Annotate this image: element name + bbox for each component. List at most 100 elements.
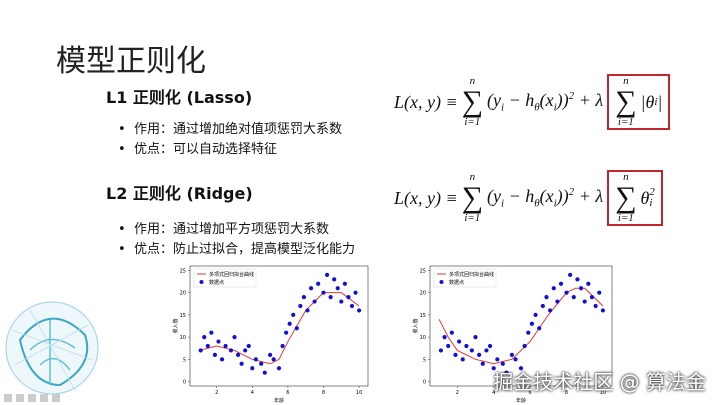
- data-point: [243, 348, 248, 353]
- x-tick-label: 6: [529, 390, 532, 396]
- data-point: [529, 321, 535, 326]
- highlight-box: n ∑ i=1 |θ i |: [607, 74, 671, 130]
- data-point: [253, 357, 258, 362]
- formula-part: n: [623, 171, 629, 183]
- y-axis-label: 收入值: [412, 318, 419, 333]
- bullet: • 优点：可以自动选择特征: [118, 142, 277, 157]
- data-point: [228, 348, 234, 353]
- data-point: [202, 335, 207, 340]
- y-tick-label: 10: [420, 335, 426, 341]
- formula-part: n: [469, 171, 476, 183]
- data-point: [259, 361, 264, 366]
- toolbar[interactable]: [0, 392, 90, 404]
- data-point: [246, 343, 251, 349]
- data-point: [346, 295, 351, 300]
- data-point: [473, 335, 478, 340]
- formula-part: i: [649, 197, 653, 209]
- y-tick-label: 5: [183, 357, 186, 363]
- y-tick-label: 25: [420, 268, 426, 274]
- data-point: [495, 357, 500, 362]
- section-heading: L1 正则化 (Lasso): [106, 88, 253, 107]
- x-tick-label: 8: [565, 390, 568, 396]
- data-point: [593, 303, 598, 309]
- y-tick-label: 15: [420, 313, 426, 319]
- formula-part: i: [501, 197, 505, 210]
- data-point: [294, 326, 299, 331]
- data-point: [509, 352, 514, 357]
- formula-part: )): [556, 186, 569, 207]
- formula: L(x, y) ≡ n ∑ i=1 (yi − hθ(xi))2 + λ n ∑ i=1…: [394, 170, 663, 226]
- bullet: • 优点：防止过拟合，提高模型泛化能力: [118, 242, 355, 257]
- data-point: [301, 295, 307, 300]
- bullet: • 作用：通过增加平方项惩罚大系数: [118, 222, 329, 237]
- data-point: [335, 286, 340, 291]
- formula-part: i: [553, 197, 557, 210]
- legend-swatch: [199, 280, 204, 284]
- watermark: 掘金技术社区 @ 算法金: [493, 370, 706, 394]
- data-point: [216, 339, 221, 344]
- data-point: [480, 361, 485, 366]
- formula-part: 2: [568, 186, 575, 199]
- data-point: [284, 330, 289, 335]
- y-tick-label: 5: [423, 357, 426, 363]
- formula-part: + λ: [578, 90, 604, 111]
- formula-part: )): [556, 90, 569, 111]
- data-point: [205, 343, 210, 349]
- y-tick-label: 20: [420, 291, 426, 297]
- formula-part: i: [553, 101, 557, 114]
- data-point: [442, 335, 447, 340]
- data-point: [446, 343, 451, 349]
- legend-label: 多项式回归拟合曲线: [449, 271, 494, 278]
- data-point: [316, 281, 321, 286]
- sum: n ∑ i=1: [462, 76, 483, 128]
- data-point: [268, 352, 273, 357]
- data-point: [533, 312, 538, 317]
- data-point: [469, 348, 474, 353]
- data-point: [558, 281, 564, 286]
- data-point: [276, 366, 282, 371]
- data-point: [551, 286, 556, 291]
- fit-curve: [198, 292, 360, 365]
- sum: n ∑ i=1: [462, 172, 483, 224]
- x-tick-label: 2: [215, 390, 218, 396]
- legend-label: 数据点: [209, 279, 224, 286]
- data-point: [223, 343, 228, 349]
- formula: L(x, y) ≡ n ∑ i=1 (yi − hθ(xi))2 + λ n ∑ i=1…: [394, 74, 671, 130]
- data-point: [564, 290, 569, 295]
- brain-graphic: [5, 301, 99, 395]
- data-point: [250, 366, 255, 371]
- x-tick-label: 4: [251, 390, 254, 396]
- formula-part: (x: [539, 186, 554, 207]
- x-tick-label: 8: [322, 390, 325, 396]
- data-point: [600, 308, 606, 313]
- data-point: [212, 352, 218, 357]
- formula-part: + λ: [578, 186, 604, 207]
- data-point: [464, 343, 469, 349]
- data-point: [500, 361, 505, 366]
- y-tick-label: 0: [183, 380, 186, 386]
- data-point: [271, 357, 276, 362]
- data-point: [332, 277, 337, 282]
- data-point: [484, 348, 489, 353]
- data-point: [308, 286, 314, 291]
- data-point: [518, 366, 524, 371]
- formula-part: − h: [504, 186, 535, 207]
- formula-part: ∑: [615, 85, 637, 118]
- y-tick-label: 0: [423, 380, 426, 386]
- data-point: [209, 330, 214, 335]
- formula-part: |: [657, 91, 663, 112]
- data-point: [477, 352, 482, 357]
- data-point: [262, 370, 267, 375]
- data-point: [487, 343, 493, 349]
- formula-part: 2: [649, 186, 655, 198]
- data-point: [540, 303, 545, 309]
- legend-box: [433, 268, 497, 288]
- legend-label: 数据点: [449, 279, 464, 286]
- sum: n ∑ i=1: [615, 76, 636, 128]
- bullet: • 作用：通过增加绝对值项惩罚大系数: [118, 122, 342, 137]
- y-tick-label: 25: [180, 268, 186, 274]
- slide-title: 模型正则化: [56, 44, 206, 79]
